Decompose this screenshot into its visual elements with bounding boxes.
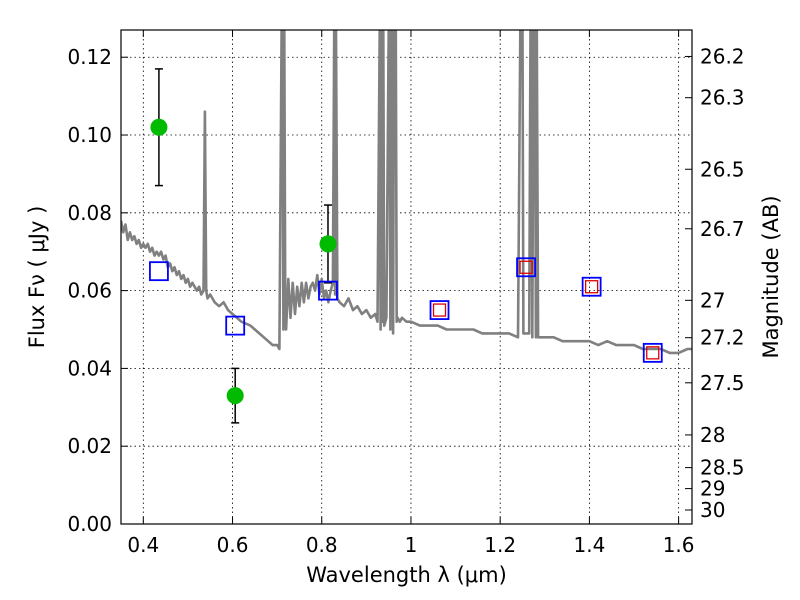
model-square-small bbox=[519, 260, 533, 274]
y2-tick-label: 26.2 bbox=[700, 44, 745, 68]
x-tick-label: 0.6 bbox=[217, 533, 249, 557]
y-tick-label: 0.00 bbox=[67, 512, 112, 536]
y2-tick-label: 26.3 bbox=[700, 86, 745, 110]
x-tick-label: 0.8 bbox=[306, 533, 338, 557]
spectrum-line bbox=[121, 30, 692, 355]
y2-axis-label: Magnitude (AB) bbox=[759, 195, 783, 358]
y2-tick-label: 28.5 bbox=[700, 456, 745, 480]
model-square bbox=[642, 342, 663, 363]
y2-tick-label: 30 bbox=[700, 498, 725, 522]
model-square bbox=[318, 280, 338, 301]
plot-area bbox=[121, 30, 692, 424]
y-tick-label: 0.08 bbox=[67, 201, 112, 225]
x-tick-label: 1.6 bbox=[663, 533, 695, 557]
plot-frame bbox=[120, 29, 693, 525]
y2-tick-label: 26.5 bbox=[700, 157, 745, 181]
model-square bbox=[429, 300, 450, 320]
y-tick-label: 0.10 bbox=[67, 123, 112, 147]
y2-tick-label: 27 bbox=[700, 288, 725, 312]
model-square-small bbox=[646, 346, 660, 360]
y2-tick-label: 27.5 bbox=[700, 371, 745, 395]
y2-tick-label: 27.2 bbox=[700, 326, 745, 350]
y2-tick-label: 29 bbox=[700, 477, 725, 501]
axis-ticks: 0.4 0.6 0.8 1 1.2 1.4 1.6 0.00 0.02 0.04 0.06 0.08 0… bbox=[67, 30, 745, 557]
model-square-small bbox=[432, 303, 447, 317]
data-point bbox=[226, 387, 244, 405]
y-tick-label: 0.02 bbox=[67, 434, 112, 458]
model-square bbox=[516, 257, 536, 278]
model-square bbox=[581, 276, 602, 297]
model-square-small bbox=[584, 280, 599, 294]
x-tick-label: 0.4 bbox=[127, 533, 159, 557]
model-square bbox=[225, 315, 246, 336]
y-tick-label: 0.06 bbox=[67, 279, 112, 303]
y-axis-label: Flux Fν ( μJy ) bbox=[25, 206, 49, 349]
grid bbox=[121, 30, 692, 524]
data-point bbox=[150, 118, 168, 136]
y-tick-label: 0.12 bbox=[67, 45, 112, 69]
x-tick-label: 1.2 bbox=[484, 533, 516, 557]
y2-tick-label: 26.7 bbox=[700, 217, 745, 241]
model-square bbox=[149, 261, 169, 282]
y2-tick-label: 28 bbox=[700, 423, 725, 447]
x-tick-label: 1 bbox=[405, 533, 418, 557]
x-tick-label: 1.4 bbox=[573, 533, 605, 557]
x-axis-label: Wavelength λ (μm) bbox=[306, 563, 507, 587]
y-tick-label: 0.04 bbox=[67, 356, 112, 380]
data-point bbox=[319, 235, 337, 253]
